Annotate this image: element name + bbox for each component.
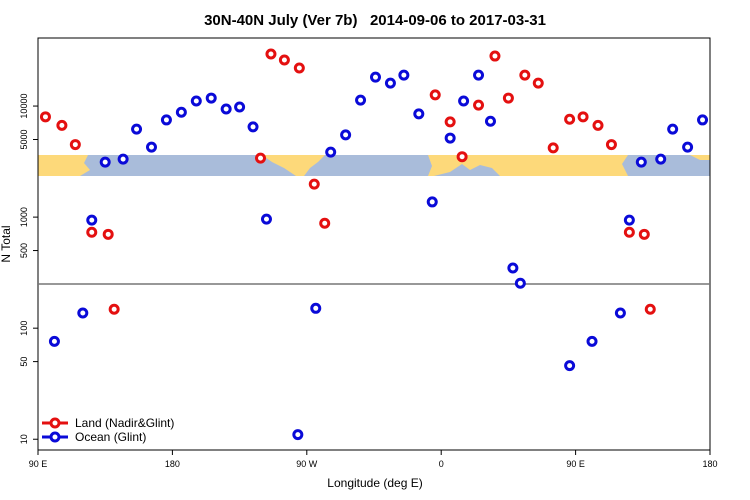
point: [667, 123, 679, 135]
point: [564, 113, 576, 125]
y-axis-label: N Total: [0, 225, 13, 262]
point: [255, 152, 267, 164]
point: [234, 101, 246, 113]
y-tick-label: 100: [19, 321, 29, 336]
point: [413, 108, 425, 120]
point: [426, 196, 438, 208]
point: [310, 302, 322, 314]
y-tick-label: 1000: [19, 207, 29, 227]
point: [220, 103, 232, 115]
point: [384, 77, 396, 89]
point: [145, 141, 157, 153]
point: [489, 50, 501, 62]
point: [614, 307, 626, 319]
point: [69, 139, 81, 151]
chart-title: 30N-40N July (Ver 7b) 2014-09-06 to 2017…: [204, 12, 546, 29]
x-tick-label: 90 W: [296, 459, 318, 469]
point: [340, 129, 352, 141]
point: [86, 226, 98, 238]
point: [325, 146, 337, 158]
point: [429, 89, 441, 101]
x-tick-label: 180: [165, 459, 180, 469]
point: [56, 119, 68, 131]
point: [319, 217, 331, 229]
point: [605, 139, 617, 151]
point: [638, 228, 650, 240]
point: [190, 95, 202, 107]
y-tick-label: 500: [19, 243, 29, 258]
y-tick-label: 10: [19, 434, 29, 444]
point: [456, 151, 468, 163]
x-tick-label: 90 E: [29, 459, 48, 469]
point: [265, 48, 277, 60]
point: [102, 228, 114, 240]
legend-marker: [49, 417, 61, 429]
point: [108, 303, 120, 315]
point: [514, 277, 526, 289]
x-axis-label: Longitude (deg E): [327, 476, 422, 490]
point: [519, 69, 531, 81]
x-tick-label: 0: [439, 459, 444, 469]
point: [682, 141, 694, 153]
point: [532, 77, 544, 89]
x-tick-label: 180: [702, 459, 717, 469]
point: [444, 116, 456, 128]
point: [586, 335, 598, 347]
point: [308, 178, 320, 190]
point: [444, 132, 456, 144]
point: [175, 106, 187, 118]
point: [260, 213, 272, 225]
map-strip: [38, 155, 710, 176]
point: [292, 429, 304, 441]
y-tick-label: 5000: [19, 129, 29, 149]
point: [355, 94, 367, 106]
point: [507, 262, 519, 274]
point: [484, 115, 496, 127]
point: [117, 153, 129, 165]
point: [247, 121, 259, 133]
legend-label: Ocean (Glint): [75, 430, 146, 444]
point: [547, 142, 559, 154]
point: [39, 111, 51, 123]
y-tick-label: 50: [19, 357, 29, 367]
y-tick-label: 10000: [19, 94, 29, 119]
point: [77, 307, 89, 319]
point: [48, 335, 60, 347]
point: [502, 92, 514, 104]
point: [564, 360, 576, 372]
point: [278, 54, 290, 66]
point: [131, 123, 143, 135]
point: [473, 99, 485, 111]
point: [398, 69, 410, 81]
point: [592, 119, 604, 131]
point: [635, 156, 647, 168]
point: [577, 111, 589, 123]
point: [697, 114, 709, 126]
point: [655, 153, 667, 165]
point: [623, 226, 635, 238]
point: [644, 303, 656, 315]
point: [86, 214, 98, 226]
point: [369, 71, 381, 83]
point: [623, 214, 635, 226]
point: [99, 156, 111, 168]
legend-marker: [49, 431, 61, 443]
point: [473, 69, 485, 81]
point: [205, 92, 217, 104]
point: [160, 114, 172, 126]
point: [293, 62, 305, 74]
point: [458, 95, 470, 107]
legend-label: Land (Nadir&Glint): [75, 416, 174, 430]
plot-frame: [37, 37, 711, 451]
x-tick-label: 90 E: [566, 459, 585, 469]
